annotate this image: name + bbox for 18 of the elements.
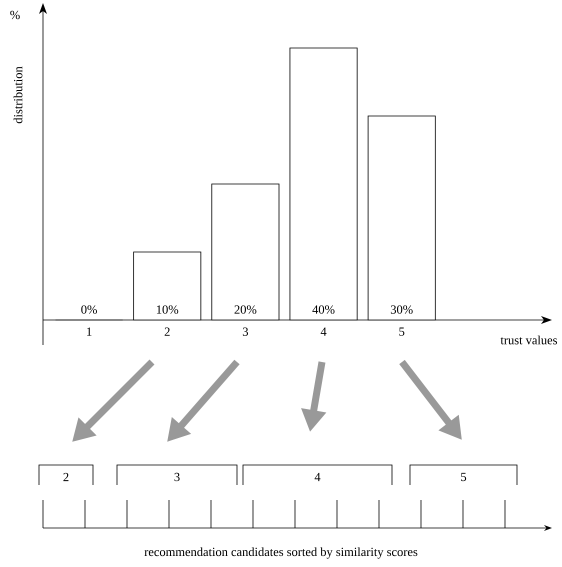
x-tick-label: 3 xyxy=(242,328,248,336)
text: % xyxy=(10,10,20,20)
text: 5 xyxy=(461,472,466,482)
x-axis-title: trust values xyxy=(500,336,558,344)
x-tick-label: 5 xyxy=(399,328,404,336)
data-label: 0% xyxy=(81,305,97,314)
x-tick-label: 1 xyxy=(87,328,92,336)
text: 3 xyxy=(174,472,180,482)
data-label: 40% xyxy=(312,305,335,314)
data-label: 30% xyxy=(390,305,413,314)
y-axis-title: distribution xyxy=(14,66,22,124)
x-tick-label: 2 xyxy=(164,328,170,336)
x-tick-label: 4 xyxy=(320,328,326,336)
data-label: 20% xyxy=(234,305,256,314)
data-label: 10% xyxy=(156,305,178,314)
text: 4 xyxy=(314,472,320,482)
text: 2 xyxy=(63,472,68,482)
text: recommendation candidates sorted by similarity scores xyxy=(144,547,418,559)
